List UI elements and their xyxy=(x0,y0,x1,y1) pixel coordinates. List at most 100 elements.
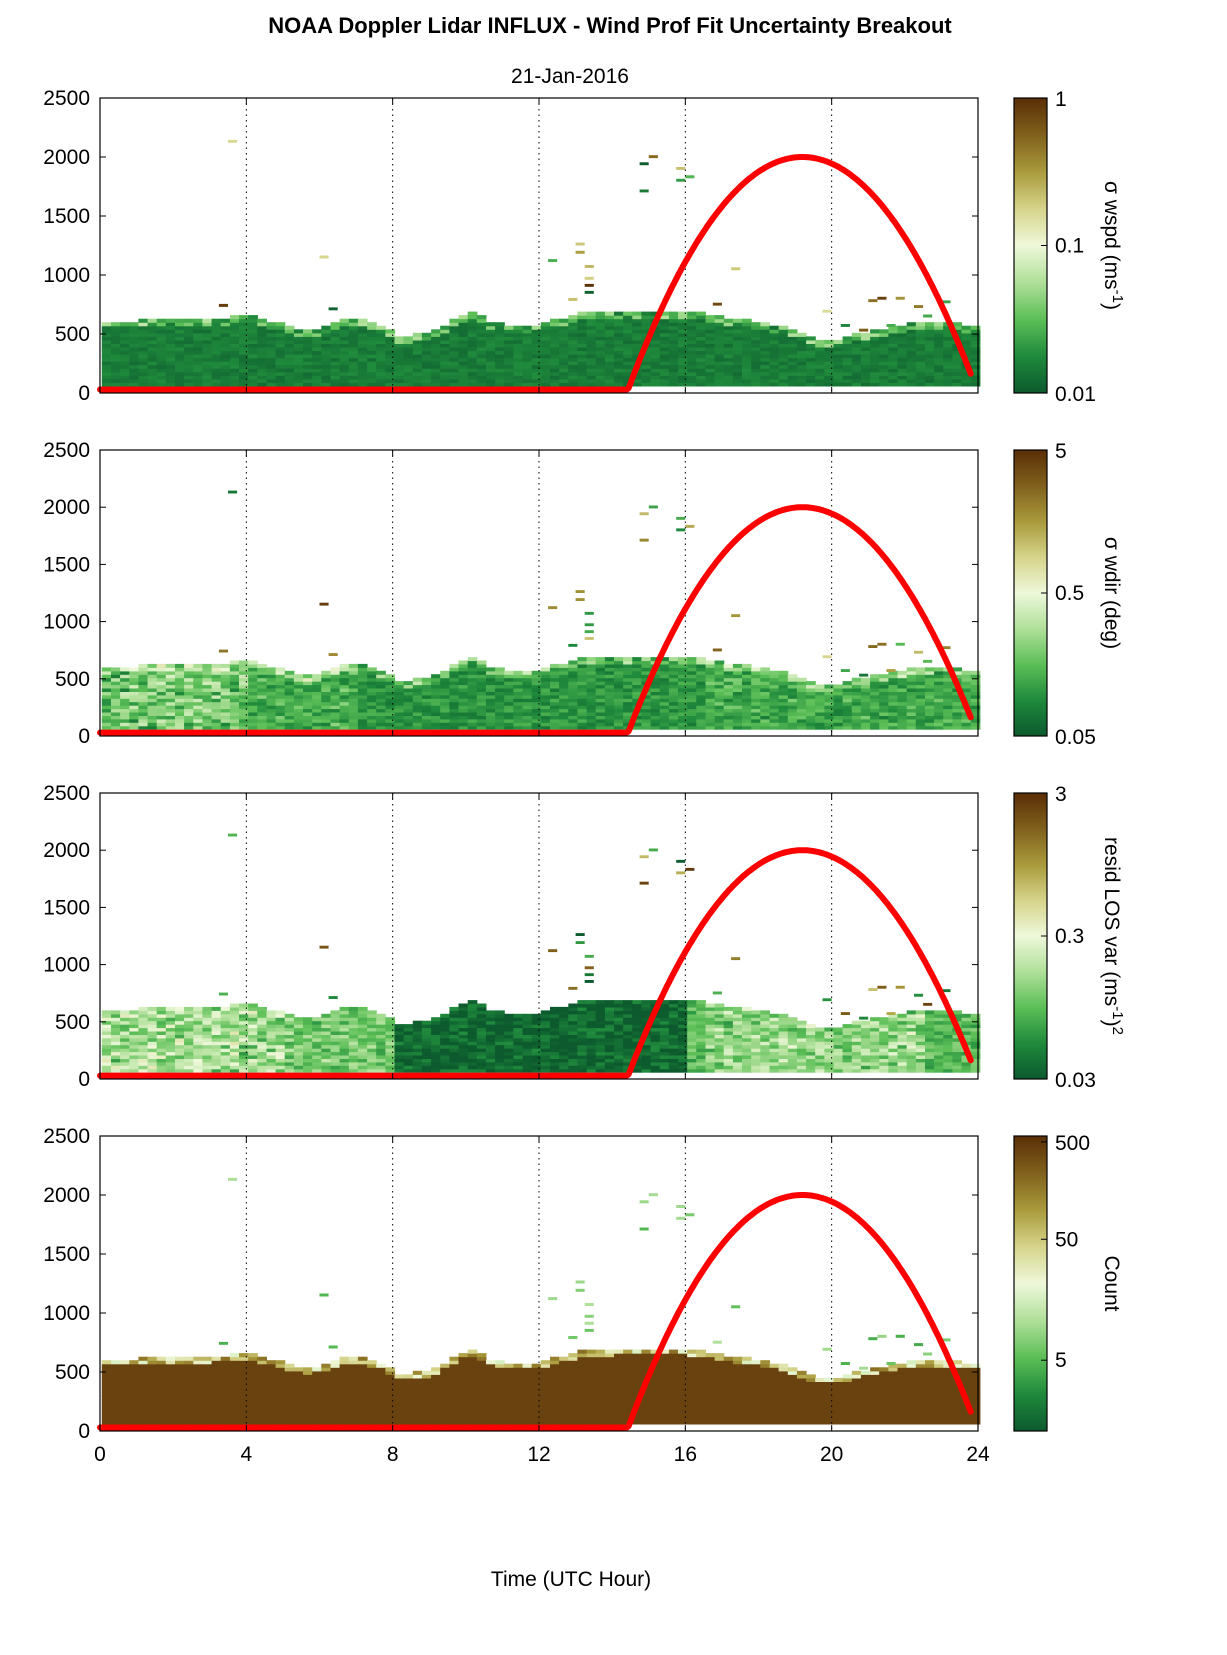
heatmap-cell xyxy=(751,718,761,723)
heatmap-cell xyxy=(111,322,121,327)
heatmap-cell xyxy=(687,722,697,727)
heatmap-cell xyxy=(357,382,368,387)
heatmap-cell xyxy=(614,350,624,355)
heatmap-cell xyxy=(266,688,277,692)
heatmap-cell xyxy=(321,1048,331,1053)
heatmap-cell xyxy=(367,361,377,366)
heatmap-cell xyxy=(650,677,661,682)
heatmap-cell xyxy=(787,329,798,334)
heatmap-cell xyxy=(111,701,121,706)
heatmap-cell xyxy=(275,691,286,696)
heatmap-cell xyxy=(751,1017,761,1022)
heatmap-cell xyxy=(513,347,524,352)
heatmap-cell xyxy=(751,1051,761,1056)
heatmap-cell xyxy=(147,1068,158,1073)
heatmap-cell xyxy=(678,361,688,366)
heatmap-cell xyxy=(467,1068,478,1073)
heatmap-cell xyxy=(330,350,341,355)
heatmap-cell xyxy=(961,722,972,727)
heatmap-cell xyxy=(175,722,185,727)
heatmap-cell xyxy=(486,677,496,682)
heatmap-cell xyxy=(111,350,121,355)
heatmap-cell xyxy=(687,336,697,341)
heatmap-cell xyxy=(412,677,423,682)
heatmap-cell xyxy=(714,315,725,320)
heatmap-cell xyxy=(906,329,917,334)
heatmap-cell xyxy=(714,712,725,716)
heatmap-cell xyxy=(303,350,313,355)
heatmap-cell xyxy=(330,670,341,675)
heatmap-cell xyxy=(165,712,176,716)
echo-cell xyxy=(877,296,887,300)
heatmap-cell xyxy=(769,332,780,337)
heatmap-cell xyxy=(147,339,158,344)
heatmap-cell xyxy=(293,688,304,692)
heatmap-cell xyxy=(915,670,926,675)
heatmap-cell xyxy=(970,677,981,682)
heatmap-cell xyxy=(266,712,277,716)
heatmap-cell xyxy=(668,361,679,366)
heatmap-cell xyxy=(577,660,588,665)
heatmap-cell xyxy=(623,336,633,341)
heatmap-cell xyxy=(769,368,780,373)
heatmap-cell xyxy=(833,684,844,689)
heatmap-cell xyxy=(312,1017,322,1022)
heatmap-cell xyxy=(412,1041,423,1046)
heatmap-cell xyxy=(449,1037,460,1042)
heatmap-cell xyxy=(184,698,194,703)
heatmap-cell xyxy=(559,347,569,352)
heatmap-cell xyxy=(266,1051,277,1056)
heatmap-cell xyxy=(376,701,386,706)
heatmap-cell xyxy=(220,674,231,679)
heatmap-cell xyxy=(239,1055,249,1059)
heatmap-cell xyxy=(458,1010,469,1015)
heatmap-cell xyxy=(586,1010,597,1015)
heatmap-cell xyxy=(522,718,533,723)
heatmap-cell xyxy=(476,1048,487,1053)
heatmap-cell xyxy=(257,688,267,692)
heatmap-cell xyxy=(193,701,203,706)
heatmap-cell xyxy=(522,339,533,344)
heatmap-cell xyxy=(120,677,130,682)
echo-cell xyxy=(218,303,228,307)
heatmap-cell xyxy=(778,677,789,682)
heatmap-cell xyxy=(321,677,331,682)
echo-cell xyxy=(648,505,658,509)
heatmap-cell xyxy=(229,368,240,373)
heatmap-cell xyxy=(449,1048,460,1053)
heatmap-cell xyxy=(175,1031,185,1035)
heatmap-cell xyxy=(815,708,825,713)
heatmap-cell xyxy=(522,336,533,341)
heatmap-cell xyxy=(742,350,752,355)
heatmap-cell xyxy=(403,681,414,686)
heatmap-cell xyxy=(367,343,377,348)
heatmap-cell xyxy=(486,712,496,716)
heatmap-cell xyxy=(614,1010,624,1015)
heatmap-cell xyxy=(257,694,267,699)
heatmap-cell xyxy=(586,1027,597,1032)
heatmap-cell xyxy=(202,1010,213,1015)
heatmap-cell xyxy=(897,694,908,699)
heatmap-cell xyxy=(357,708,368,713)
heatmap-cell xyxy=(915,698,926,703)
heatmap-cell xyxy=(732,701,743,706)
heatmap-cell xyxy=(504,1068,514,1073)
heatmap-cell xyxy=(120,725,130,730)
heatmap-cell xyxy=(623,347,633,352)
heatmap-cell xyxy=(403,350,414,355)
heatmap-cell xyxy=(101,674,112,679)
heatmap-cell xyxy=(184,1031,194,1035)
heatmap-cell xyxy=(522,688,533,692)
heatmap-cell xyxy=(220,329,231,334)
heatmap-cell xyxy=(623,660,633,665)
heatmap-cell xyxy=(787,343,798,348)
heatmap-cell xyxy=(604,332,615,337)
heatmap-cell xyxy=(705,718,716,723)
heatmap-cell xyxy=(156,1048,167,1053)
heatmap-cell xyxy=(248,1034,258,1039)
heatmap-cell xyxy=(659,357,670,362)
heatmap-cell xyxy=(778,681,789,686)
heatmap-cell xyxy=(888,688,899,692)
heatmap-cell xyxy=(632,311,642,316)
heatmap-cell xyxy=(476,725,487,730)
